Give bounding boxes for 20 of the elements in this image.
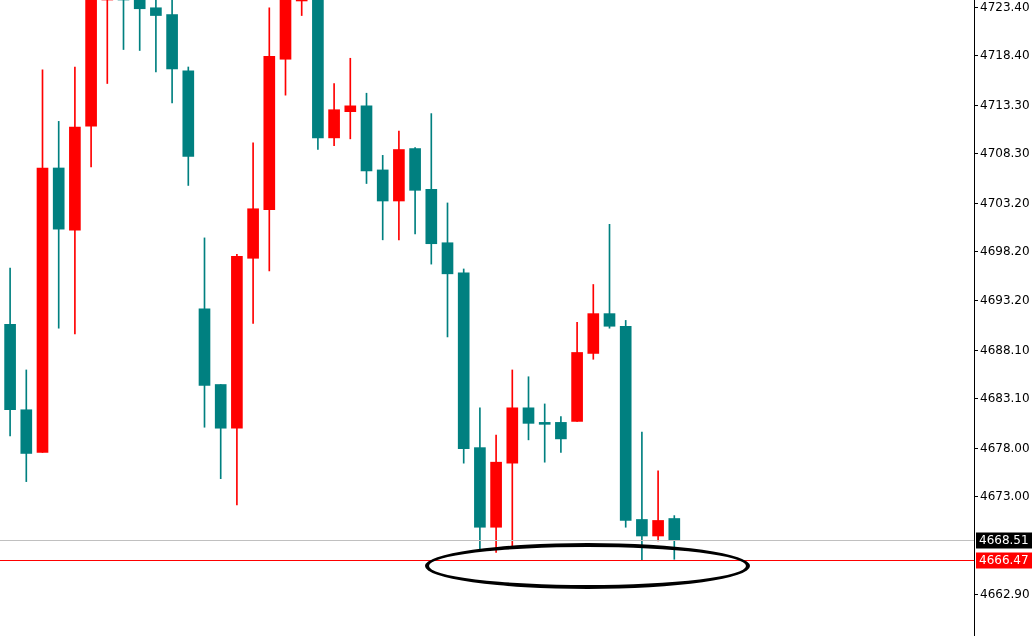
y-tick-label: 4698.20 (980, 243, 1030, 258)
y-tick-label: 4718.40 (980, 47, 1030, 62)
y-tick-label: 4693.20 (980, 292, 1030, 307)
y-tick-label: 4662.90 (980, 586, 1030, 601)
y-tick-label: 4713.30 (980, 97, 1030, 112)
y-tick-label: 4708.30 (980, 145, 1030, 160)
ref-line-label: 4666.47 (979, 552, 1029, 567)
ref-line-label: 4668.51 (979, 532, 1029, 547)
y-tick-label: 4678.00 (980, 440, 1030, 455)
candlestick (133, 0, 146, 51)
candlestick (636, 431, 648, 561)
candlestick (538, 403, 551, 463)
y-tick-label: 4688.10 (980, 342, 1030, 357)
y-tick-label: 4683.10 (980, 390, 1030, 405)
candlestick (150, 0, 162, 73)
y-tick-label: 4673.00 (980, 488, 1030, 503)
y-tick-label: 4703.20 (980, 195, 1030, 210)
candlestick (344, 57, 357, 140)
y-tick-label: 4723.40 (980, 0, 1030, 14)
candlestick (652, 470, 664, 542)
